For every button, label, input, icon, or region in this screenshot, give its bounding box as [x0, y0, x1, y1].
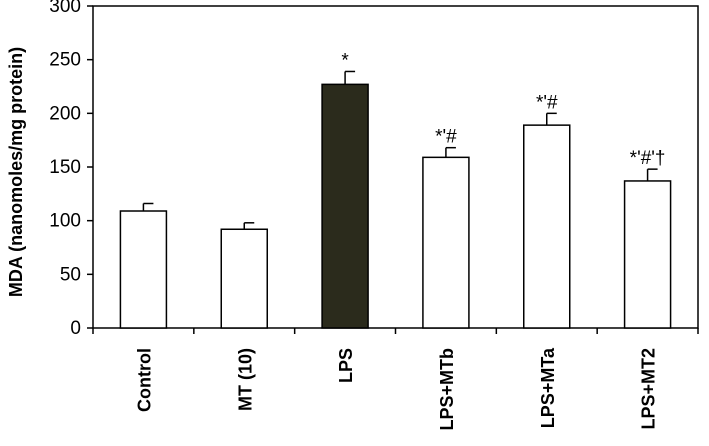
- bar-lps: [321, 83, 369, 329]
- y-tick-label: 100: [49, 211, 81, 232]
- plot-frame: [92, 5, 699, 329]
- bar-lps-mt2: [623, 180, 672, 329]
- axes: [87, 5, 699, 334]
- x-category-label: LPS+MT2: [639, 348, 659, 430]
- bars: [119, 70, 672, 329]
- x-category-label: LPS: [336, 348, 356, 383]
- y-tick-label: 200: [49, 103, 81, 124]
- y-tick-label: 250: [49, 50, 81, 71]
- x-category-label: LPS+MTb: [437, 348, 457, 431]
- bar-mt-10: [220, 228, 268, 329]
- significance-label: *'#: [435, 127, 457, 148]
- bar-control: [119, 210, 168, 329]
- x-category-label: MT (10): [235, 348, 255, 411]
- labels: 0 50 100 150 200 250 300 Control MT (10) * LPS *'# L…: [49, 0, 665, 431]
- y-tick-label: 0: [70, 318, 81, 339]
- y-axis-title: MDA (nanomoles/mg protein): [6, 47, 26, 297]
- significance-label: *'#'†: [630, 148, 666, 169]
- bar-lps-mta: [523, 124, 571, 329]
- significance-label: *'#: [536, 92, 558, 113]
- x-category-label: Control: [134, 348, 154, 412]
- bar-lps-mtb: [422, 156, 470, 329]
- significance-label: *: [341, 50, 349, 71]
- x-category-label: LPS+MTa: [538, 347, 558, 428]
- y-tick-label: 50: [60, 264, 81, 285]
- y-tick-label: 150: [49, 157, 81, 178]
- y-tick-label: 300: [49, 0, 81, 17]
